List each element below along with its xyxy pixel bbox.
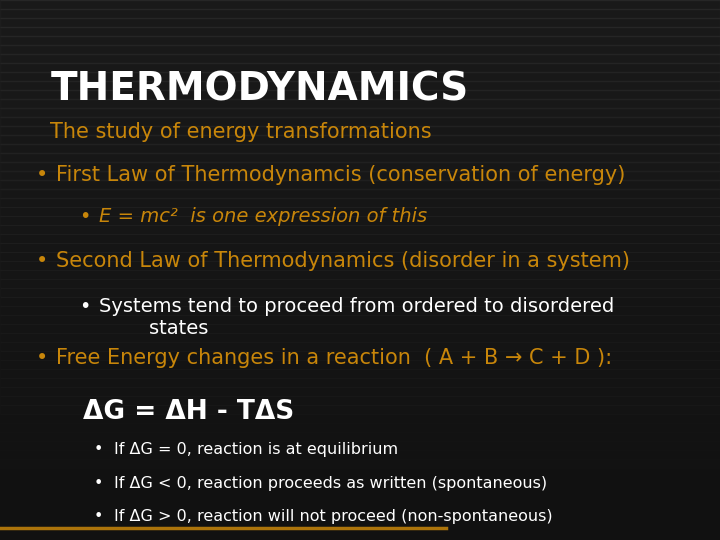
Bar — [0, 63, 720, 72]
Bar — [0, 324, 720, 333]
Bar — [0, 315, 720, 324]
Bar — [0, 135, 720, 144]
Bar — [0, 126, 720, 135]
Bar — [0, 306, 720, 315]
Bar — [0, 351, 720, 360]
Text: If ΔG < 0, reaction proceeds as written (spontaneous): If ΔG < 0, reaction proceeds as written … — [114, 476, 547, 491]
Bar — [0, 90, 720, 99]
Bar — [0, 522, 720, 531]
Text: •: • — [36, 348, 48, 368]
Text: First Law of Thermodynamcis (conservation of energy): First Law of Thermodynamcis (conservatio… — [56, 165, 626, 185]
Text: If ΔG > 0, reaction will not proceed (non-spontaneous): If ΔG > 0, reaction will not proceed (no… — [114, 509, 552, 524]
Bar — [0, 468, 720, 477]
Bar — [0, 216, 720, 225]
Bar — [0, 513, 720, 522]
Bar — [0, 81, 720, 90]
Bar — [0, 0, 720, 9]
Bar — [0, 432, 720, 441]
Bar — [0, 108, 720, 117]
Text: •: • — [79, 297, 91, 316]
Bar — [0, 288, 720, 297]
Bar — [0, 378, 720, 387]
Bar — [0, 261, 720, 270]
Bar — [0, 99, 720, 108]
Text: Second Law of Thermodynamics (disorder in a system): Second Law of Thermodynamics (disorder i… — [56, 251, 630, 271]
Text: If ΔG = 0, reaction is at equilibrium: If ΔG = 0, reaction is at equilibrium — [114, 442, 398, 457]
Bar — [0, 207, 720, 216]
Text: E = mc²  is one expression of this: E = mc² is one expression of this — [99, 207, 428, 226]
Text: THERMODYNAMICS: THERMODYNAMICS — [50, 70, 469, 108]
Bar — [0, 9, 720, 18]
Bar — [0, 405, 720, 414]
Text: •: • — [94, 442, 103, 457]
Bar — [0, 18, 720, 27]
Text: The study of energy transformations: The study of energy transformations — [50, 122, 432, 141]
Bar — [0, 171, 720, 180]
Text: •: • — [94, 509, 103, 524]
Bar — [0, 387, 720, 396]
Bar — [0, 297, 720, 306]
Bar — [0, 495, 720, 504]
Text: ΔG = ΔH - TΔS: ΔG = ΔH - TΔS — [83, 399, 294, 424]
Bar — [0, 342, 720, 351]
Text: Systems tend to proceed from ordered to disordered
        states: Systems tend to proceed from ordered to … — [99, 297, 615, 338]
Bar — [0, 180, 720, 189]
Bar — [0, 144, 720, 153]
Bar — [0, 486, 720, 495]
Bar — [0, 414, 720, 423]
Bar — [0, 459, 720, 468]
Bar — [0, 117, 720, 126]
Bar — [0, 504, 720, 513]
Bar — [0, 153, 720, 162]
Bar — [0, 441, 720, 450]
Bar — [0, 360, 720, 369]
Bar — [0, 225, 720, 234]
Text: Free Energy changes in a reaction  ( A + B → C + D ):: Free Energy changes in a reaction ( A + … — [56, 348, 612, 368]
Text: •: • — [79, 207, 91, 226]
Bar — [0, 198, 720, 207]
Bar — [0, 396, 720, 405]
Bar — [0, 36, 720, 45]
Text: •: • — [36, 165, 48, 185]
Bar — [0, 189, 720, 198]
Bar — [0, 234, 720, 243]
Bar — [0, 369, 720, 378]
Bar — [0, 450, 720, 459]
Bar — [0, 243, 720, 252]
Bar — [0, 279, 720, 288]
Bar — [0, 54, 720, 63]
Bar — [0, 27, 720, 36]
Bar — [0, 333, 720, 342]
Bar — [0, 162, 720, 171]
Text: •: • — [36, 251, 48, 271]
Bar — [0, 45, 720, 54]
Bar — [0, 477, 720, 486]
Bar — [0, 252, 720, 261]
Bar — [0, 72, 720, 81]
Bar — [0, 423, 720, 432]
Text: •: • — [94, 476, 103, 491]
Bar — [0, 270, 720, 279]
